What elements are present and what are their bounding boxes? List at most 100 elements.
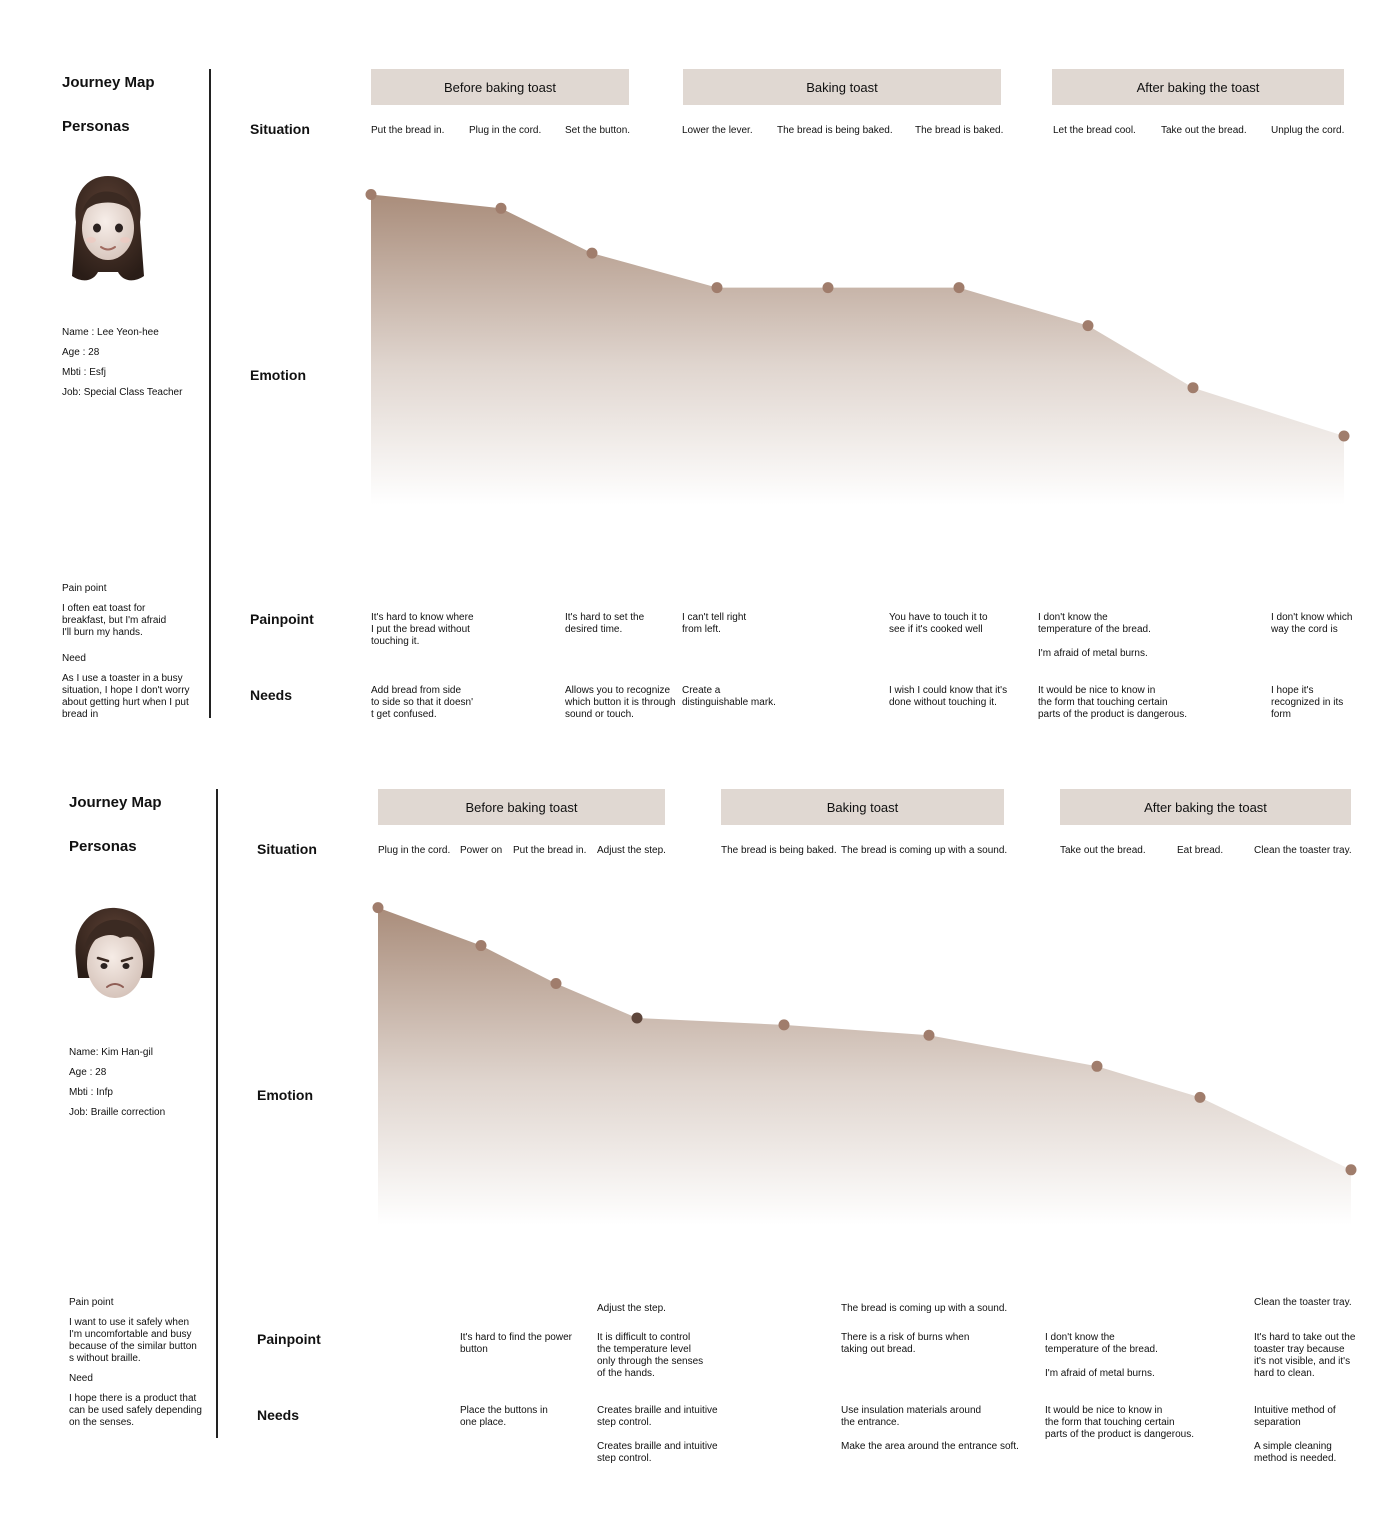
phase-header: Baking toast xyxy=(721,789,1004,825)
phase-header: Baking toast xyxy=(683,69,1001,105)
situation-step: Adjust the step. xyxy=(597,845,666,856)
pain-point-heading: Pain point xyxy=(69,1297,114,1308)
phase-header: Before baking toast xyxy=(378,789,665,825)
journey-map-1: Journey Map Personas Name : Lee Yeon-hee… xyxy=(0,0,1400,740)
emotion-area xyxy=(371,194,1344,505)
need-heading: Need xyxy=(69,1373,93,1384)
situation-step: Take out the bread. xyxy=(1161,125,1247,136)
step-title: Clean the toaster tray. xyxy=(1254,1297,1352,1308)
painpoint-cell: I can't tell right from left. xyxy=(682,612,747,635)
painpoint-cell: You have to touch it to see if it's cook… xyxy=(889,612,988,635)
needs-cell: Place the buttons in one place. xyxy=(460,1405,548,1428)
emotion-point xyxy=(1187,382,1199,394)
situation-step: Eat bread. xyxy=(1177,845,1224,856)
needs-cell: Intuitive method of separation A simple … xyxy=(1254,1405,1337,1464)
personas-title: Personas xyxy=(62,118,130,135)
emotion-row-label: Emotion xyxy=(250,367,306,383)
needs-cell: It would be nice to know in the form tha… xyxy=(1038,685,1187,720)
persona-name: Name : Lee Yeon-hee xyxy=(62,327,159,338)
step-title: The bread is coming up with a sound. xyxy=(841,1303,1008,1314)
needs-cell: I wish I could know that it's done witho… xyxy=(889,685,1008,708)
persona-name: Name: Kim Han-gil xyxy=(69,1047,153,1058)
situation-row-label: Situation xyxy=(257,841,317,857)
step-title: Adjust the step. xyxy=(597,1303,666,1314)
female-persona-avatar-icon xyxy=(72,176,144,281)
pain-point-heading: Pain point xyxy=(62,583,107,594)
situation-step: Power on xyxy=(460,845,503,856)
journey-map-title: Journey Map xyxy=(69,794,162,811)
persona-mbti: Mbti : Infp xyxy=(69,1087,113,1098)
emotion-point xyxy=(1082,320,1094,332)
pain-point-text: I want to use it safely when I'm uncomfo… xyxy=(69,1317,197,1364)
emotion-point xyxy=(822,282,834,294)
personas-title: Personas xyxy=(69,838,137,855)
need-text: I hope there is a product that can be us… xyxy=(69,1393,202,1428)
situation-row-label: Situation xyxy=(250,121,310,137)
emotion-point xyxy=(778,1019,790,1031)
situation-step: Lower the lever. xyxy=(682,125,753,136)
painpoint-cell: I don't know the temperature of the brea… xyxy=(1038,612,1151,659)
emotion-point xyxy=(1091,1060,1103,1072)
persona-age: Age : 28 xyxy=(62,347,100,358)
emotion-point xyxy=(953,282,965,294)
situation-step: The bread is being baked. xyxy=(777,125,893,136)
needs-cell: Creates braille and intuitive step contr… xyxy=(597,1405,718,1464)
painpoint-cell: It's hard to know where I put the bread … xyxy=(371,612,474,647)
painpoint-cell: It's hard to find the power button xyxy=(460,1332,572,1355)
emotion-point xyxy=(1194,1091,1206,1103)
phase-header: Before baking toast xyxy=(371,69,629,105)
emotion-area xyxy=(378,907,1351,1225)
needs-row-label: Needs xyxy=(257,1407,300,1423)
needs-cell: I hope it's recognized in its form xyxy=(1271,685,1344,720)
journey-map-2: Journey Map Personas Name: Kim Han-gil A… xyxy=(0,720,1400,1517)
emotion-row-label: Emotion xyxy=(257,1087,313,1103)
situation-step: Take out the bread. xyxy=(1060,845,1146,856)
needs-cell: Allows you to recognize which button it … xyxy=(565,685,676,720)
situation-step: Set the button. xyxy=(565,125,631,136)
emotion-point xyxy=(586,247,598,259)
painpoint-cell: There is a risk of burns when taking out… xyxy=(841,1332,970,1355)
emotion-curve xyxy=(372,902,1357,1225)
situation-step: Put the bread in. xyxy=(371,125,445,136)
need-text: As I use a toaster in a busy situation, … xyxy=(62,673,190,720)
situation-step: Plug in the cord. xyxy=(378,845,451,856)
painpoint-cell: I don't know the temperature of the brea… xyxy=(1045,1332,1158,1379)
phase-header: After baking the toast xyxy=(1052,69,1344,105)
emotion-point xyxy=(1338,430,1350,442)
emotion-point xyxy=(1345,1164,1357,1176)
needs-cell: Use insulation materials around the entr… xyxy=(841,1405,1019,1452)
needs-cell: It would be nice to know in the form tha… xyxy=(1045,1405,1194,1440)
situation-step: Unplug the cord. xyxy=(1271,125,1345,136)
situation-step: Put the bread in. xyxy=(513,845,587,856)
painpoint-row-label: Painpoint xyxy=(257,1331,321,1347)
situation-step: Clean the toaster tray. xyxy=(1254,845,1352,856)
situation-step: Let the bread cool. xyxy=(1053,125,1136,136)
painpoint-cell: It's hard to take out the toaster tray b… xyxy=(1254,1332,1356,1379)
needs-cell: Add bread from side to side so that it d… xyxy=(371,685,473,720)
situation-step: The bread is coming up with a sound. xyxy=(841,845,1008,856)
divider-line xyxy=(216,789,218,1438)
needs-cell: Create a distinguishable mark. xyxy=(682,685,776,708)
painpoint-row-label: Painpoint xyxy=(250,611,314,627)
emotion-point xyxy=(365,189,377,200)
divider-line xyxy=(209,69,211,718)
emotion-point xyxy=(923,1029,935,1041)
persona-job: Job: Braille correction xyxy=(69,1107,166,1118)
persona-job: Job: Special Class Teacher xyxy=(62,387,183,398)
emotion-point xyxy=(711,282,723,294)
emotion-point xyxy=(495,202,507,214)
emotion-point xyxy=(475,940,487,952)
persona-mbti: Mbti : Esfj xyxy=(62,367,106,378)
need-heading: Need xyxy=(62,653,86,664)
emotion-curve xyxy=(365,189,1350,505)
painpoint-cell: It's hard to set the desired time. xyxy=(565,612,645,635)
persona-age: Age : 28 xyxy=(69,1067,107,1078)
situation-step: Plug in the cord. xyxy=(469,125,542,136)
phase-header: After baking the toast xyxy=(1060,789,1351,825)
journey-map-title: Journey Map xyxy=(62,74,155,91)
emotion-point xyxy=(631,1012,643,1024)
needs-row-label: Needs xyxy=(250,687,293,703)
painpoint-cell: It is difficult to control the temperatu… xyxy=(597,1332,704,1379)
pain-point-text: I often eat toast for breakfast, but I'm… xyxy=(62,603,167,638)
emotion-point xyxy=(550,978,562,989)
